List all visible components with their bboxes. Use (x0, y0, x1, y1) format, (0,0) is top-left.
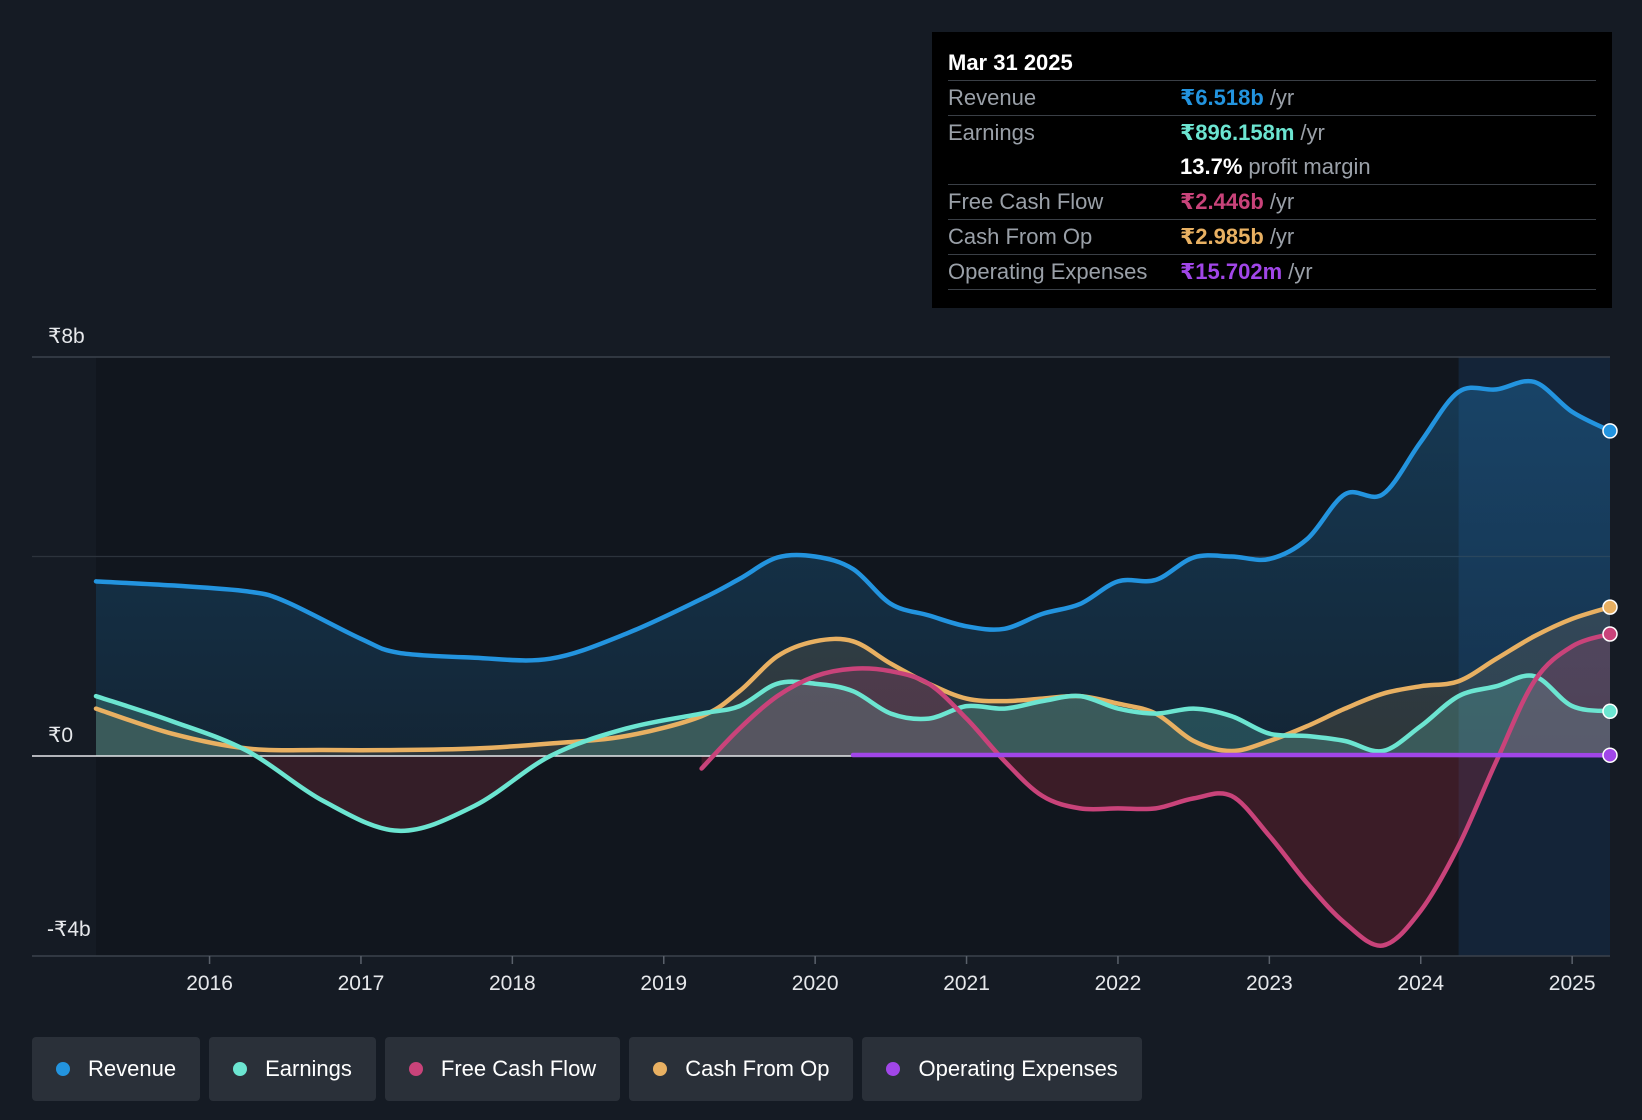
tooltip-row-revenue: Revenue ₹6.518b /yr (948, 80, 1596, 115)
legend-item-cash-from-op[interactable]: Cash From Op (629, 1037, 854, 1101)
tooltip-unit: /yr (1269, 189, 1295, 214)
tooltip-label: Operating Expenses (948, 259, 1148, 284)
tooltip-row-operating-expenses: Operating Expenses ₹15.702m /yr (948, 254, 1596, 290)
legend-label: Operating Expenses (918, 1056, 1118, 1081)
x-tick-label: 2023 (1246, 972, 1293, 995)
y-tick-label: ₹0 (48, 724, 73, 747)
x-tick-label: 2016 (186, 972, 233, 995)
earnings-area-negative (96, 756, 1610, 831)
x-tick-label: 2020 (792, 972, 839, 995)
operating-expenses-end-marker (1602, 747, 1618, 763)
revenue-area (96, 381, 1610, 756)
cash-from-op-line (93, 604, 1613, 754)
tooltip-label: Earnings (948, 120, 1035, 145)
x-tick-label: 2021 (943, 972, 990, 995)
dot-icon (408, 1062, 423, 1076)
legend-item-operating-expenses[interactable]: Operating Expenses (862, 1037, 1142, 1101)
earnings-line (93, 673, 1613, 834)
free-cash-flow-area-positive (701, 634, 1610, 756)
dot-icon (886, 1062, 901, 1076)
free-cash-flow-area-negative (701, 756, 1610, 946)
legend-item-earnings[interactable]: Earnings (209, 1037, 376, 1101)
tooltip-row-earnings: Earnings ₹896.158m /yr (948, 115, 1596, 150)
tooltip-label: Cash From Op (948, 224, 1093, 249)
y-tick-label: -₹4b (47, 918, 91, 941)
tooltip-date: Mar 31 2025 (948, 50, 1073, 75)
x-tick-label: 2018 (489, 972, 536, 995)
tooltip-unit: /yr (1269, 85, 1295, 110)
revenue-end-marker (1602, 423, 1618, 439)
tooltip-label: Revenue (948, 85, 1037, 110)
tooltip-value: ₹896.158m (1180, 120, 1295, 145)
tooltip-value: ₹2.985b (1180, 224, 1264, 249)
x-tick-label: 2022 (1095, 972, 1142, 995)
legend-label: Revenue (88, 1056, 177, 1081)
tooltip-unit: /yr (1269, 224, 1295, 249)
tooltip-panel: Mar 31 2025 Revenue ₹6.518b /yr Earnings… (932, 32, 1612, 308)
legend-item-free-cash-flow[interactable]: Free Cash Flow (384, 1037, 621, 1101)
tooltip-value: ₹2.446b (1180, 189, 1264, 214)
tooltip-label: Free Cash Flow (948, 189, 1104, 214)
tooltip-row-profit-margin: 13.7% profit margin (948, 150, 1596, 184)
tooltip-unit: profit margin (1248, 154, 1371, 179)
y-tick-label: ₹8b (48, 325, 85, 348)
tooltip-value: ₹15.702m (1180, 259, 1283, 284)
legend-label: Cash From Op (685, 1056, 830, 1081)
x-tick-label: 2025 (1549, 972, 1596, 995)
cash-from-op-area (96, 607, 1610, 756)
x-tick-label: 2017 (338, 972, 385, 995)
dot-icon (653, 1062, 668, 1076)
dot-icon (56, 1062, 70, 1076)
tooltip-value: 13.7% (1180, 154, 1243, 179)
tooltip-row-cash-from-op: Cash From Op ₹2.985b /yr (948, 219, 1596, 254)
earnings-area-positive (96, 675, 1610, 756)
tooltip-unit: /yr (1288, 259, 1313, 284)
legend-label: Earnings (265, 1056, 352, 1081)
tooltip-value: ₹6.518b (1180, 85, 1264, 110)
tooltip-unit: /yr (1300, 120, 1325, 145)
x-tick-label: 2024 (1397, 972, 1444, 995)
cash-from-op-end-marker (1602, 599, 1618, 615)
free-cash-flow-line (699, 631, 1613, 948)
legend-item-revenue[interactable]: Revenue (32, 1037, 201, 1101)
free-cash-flow-end-marker (1602, 626, 1618, 642)
earnings-end-marker (1602, 703, 1618, 720)
legend-label: Free Cash Flow (440, 1056, 597, 1081)
revenue-line (93, 378, 1613, 663)
tooltip-row-free-cash-flow: Free Cash Flow ₹2.446b /yr (948, 184, 1596, 219)
dot-icon (233, 1062, 248, 1076)
x-tick-label: 2019 (640, 972, 687, 995)
legend: Revenue Earnings Free Cash Flow Cash Fro… (32, 1037, 1151, 1101)
